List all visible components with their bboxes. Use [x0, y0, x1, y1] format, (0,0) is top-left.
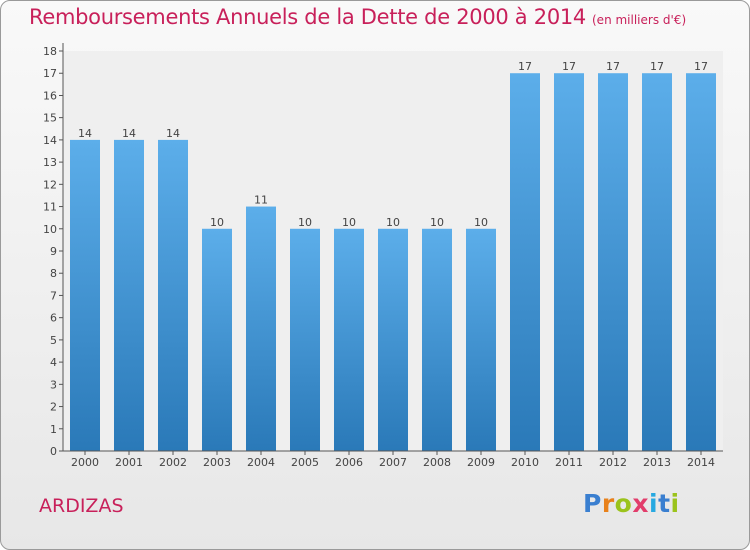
logo-letter: i — [670, 489, 680, 518]
x-tick-label: 2000 — [71, 456, 99, 469]
bar-value-label: 10 — [342, 216, 356, 229]
x-tick-label: 2007 — [379, 456, 407, 469]
bar — [290, 228, 320, 451]
bar — [554, 73, 584, 451]
bar — [114, 139, 144, 451]
y-tick-label: 3 — [50, 378, 57, 391]
y-tick-label: 11 — [43, 201, 57, 214]
bar-value-label: 10 — [210, 216, 224, 229]
bar — [466, 228, 496, 451]
x-tick-label: 2002 — [159, 456, 187, 469]
y-tick-label: 8 — [50, 267, 57, 280]
x-tick-label: 2004 — [247, 456, 275, 469]
bar — [642, 73, 672, 451]
bar-value-label: 10 — [386, 216, 400, 229]
bar-value-label: 17 — [694, 60, 708, 73]
y-tick-label: 1 — [50, 423, 57, 436]
x-tick-label: 2010 — [511, 456, 539, 469]
commune-name: ARDIZAS — [39, 495, 124, 517]
y-tick-label: 6 — [50, 312, 57, 325]
y-tick-label: 4 — [50, 356, 57, 369]
bar — [246, 206, 276, 451]
x-tick-label: 2011 — [555, 456, 583, 469]
proxiti-logo[interactable]: Proxiti — [583, 489, 680, 518]
x-tick-label: 2008 — [423, 456, 451, 469]
x-tick-label: 2005 — [291, 456, 319, 469]
x-tick-label: 2014 — [687, 456, 715, 469]
y-tick-label: 16 — [43, 89, 57, 102]
bar — [598, 73, 628, 451]
bar-value-label: 17 — [518, 60, 532, 73]
x-tick-label: 2006 — [335, 456, 363, 469]
x-tick-label: 2013 — [643, 456, 671, 469]
logo-letter: o — [614, 489, 633, 518]
y-tick-label: 12 — [43, 178, 57, 191]
title-text: Remboursements Annuels de la Dette de 20… — [29, 5, 586, 29]
x-tick-label: 2009 — [467, 456, 495, 469]
bar — [158, 139, 188, 451]
y-tick-label: 10 — [43, 223, 57, 236]
y-tick-label: 0 — [50, 445, 57, 458]
bar-value-label: 14 — [166, 127, 180, 140]
x-tick-label: 2001 — [115, 456, 143, 469]
logo-letter: x — [632, 489, 649, 518]
logo-letter: r — [601, 489, 615, 518]
y-tick-label: 14 — [43, 134, 57, 147]
y-tick-label: 18 — [43, 45, 57, 58]
bar — [334, 228, 364, 451]
subtitle-text: (en milliers d'€) — [592, 13, 687, 27]
bar-value-label: 10 — [474, 216, 488, 229]
bar-value-label: 17 — [562, 60, 576, 73]
chart-title: Remboursements Annuels de la Dette de 20… — [29, 5, 686, 29]
bar-value-label: 14 — [78, 127, 92, 140]
bar — [686, 73, 716, 451]
logo-letter: t — [658, 489, 671, 518]
logo-letter: P — [583, 489, 602, 518]
bar — [510, 73, 540, 451]
bar — [202, 228, 232, 451]
y-tick-label: 2 — [50, 401, 57, 414]
y-tick-label: 15 — [43, 112, 57, 125]
bar-value-label: 10 — [298, 216, 312, 229]
bar-value-label: 10 — [430, 216, 444, 229]
bar-value-label: 17 — [650, 60, 664, 73]
y-tick-label: 13 — [43, 156, 57, 169]
y-tick-label: 17 — [43, 67, 57, 80]
y-tick-label: 9 — [50, 245, 57, 258]
x-tick-label: 2003 — [203, 456, 231, 469]
bar — [70, 139, 100, 451]
y-tick-label: 7 — [50, 289, 57, 302]
y-tick-label: 5 — [50, 334, 57, 347]
bar — [422, 228, 452, 451]
logo-letter: i — [649, 489, 659, 518]
bar-value-label: 17 — [606, 60, 620, 73]
x-tick-label: 2012 — [599, 456, 627, 469]
bar-value-label: 11 — [254, 194, 268, 207]
bar-value-label: 14 — [122, 127, 136, 140]
bar — [378, 228, 408, 451]
